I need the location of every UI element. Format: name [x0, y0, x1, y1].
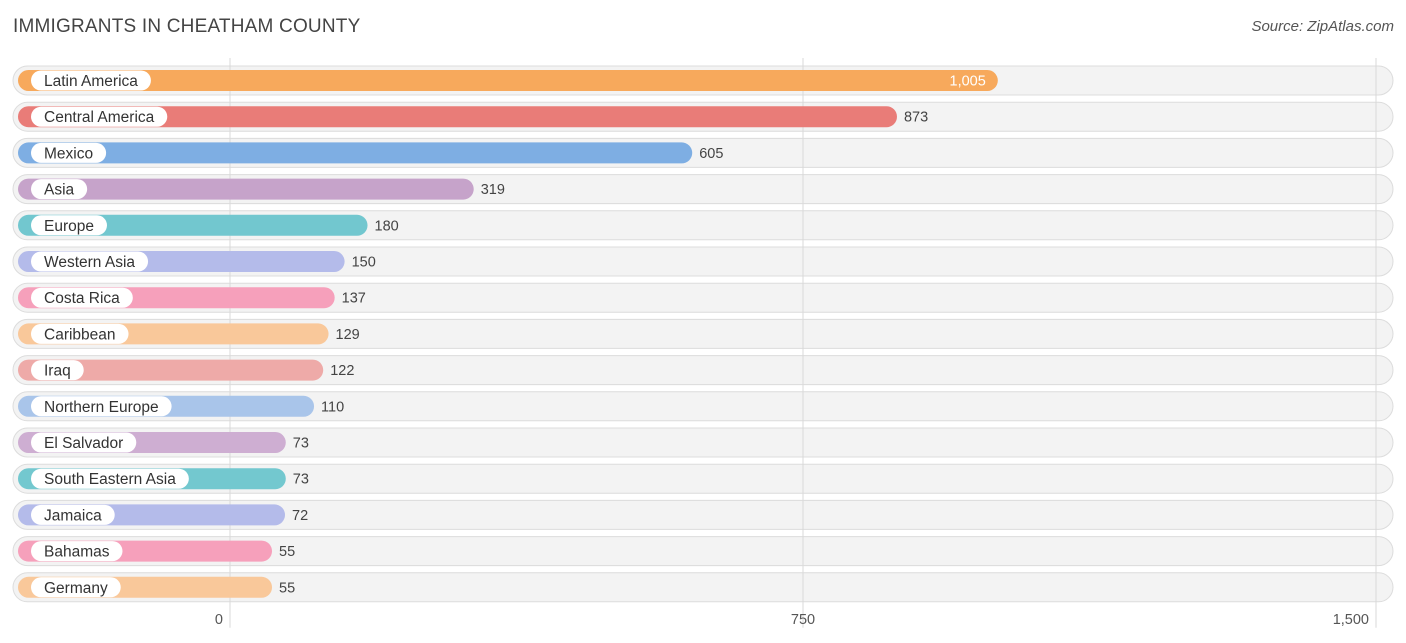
value-label: 110	[321, 399, 344, 415]
category-label-pill	[31, 287, 133, 308]
category-label-pill	[31, 360, 84, 381]
category-label-pill	[31, 70, 151, 91]
chart-source: Source: ZipAtlas.com	[1251, 18, 1394, 35]
value-label: 319	[481, 182, 505, 198]
row-background	[12, 282, 1394, 313]
value-label: 73	[293, 472, 309, 488]
category-label: Northern Europe	[44, 399, 159, 416]
bar	[18, 359, 324, 381]
category-label: South Eastern Asia	[44, 471, 176, 488]
category-label: Latin America	[44, 73, 138, 90]
x-tick-label: 750	[791, 612, 815, 628]
category-label: Europe	[44, 218, 94, 235]
category-label-pill	[31, 541, 123, 562]
value-label: 605	[699, 146, 723, 162]
row-background	[12, 427, 1394, 458]
value-label: 180	[375, 218, 399, 234]
bar	[18, 106, 897, 128]
value-label: 1,005	[950, 74, 986, 90]
value-label: 122	[330, 363, 354, 379]
row-background	[12, 536, 1394, 567]
value-label: 129	[336, 327, 360, 343]
bar	[18, 178, 474, 200]
category-label-pill	[31, 106, 168, 127]
category-label: Iraq	[44, 363, 71, 380]
value-label: 137	[342, 291, 366, 307]
category-label-pill	[31, 468, 189, 489]
category-label-pill	[31, 504, 115, 525]
row-background	[12, 246, 1394, 277]
category-label-pill	[31, 323, 129, 344]
bar	[18, 70, 998, 91]
category-label-pill	[31, 179, 88, 200]
category-label-pill	[31, 577, 121, 598]
category-label: Costa Rica	[44, 290, 120, 307]
category-label-pill	[31, 251, 149, 272]
row-background	[12, 355, 1394, 386]
row-background	[12, 499, 1394, 530]
value-label: 73	[293, 436, 309, 452]
category-label: El Salvador	[44, 435, 123, 452]
row-background	[12, 572, 1394, 603]
value-label: 72	[292, 508, 308, 524]
category-label: Asia	[44, 182, 75, 199]
row-background	[12, 318, 1394, 349]
category-label-pill	[31, 396, 172, 417]
value-label: 873	[904, 110, 928, 126]
value-label: 55	[279, 580, 295, 596]
value-label: 150	[352, 255, 376, 271]
chart-title: IMMIGRANTS IN CHEATHAM COUNTY	[13, 16, 361, 37]
row-background	[12, 463, 1394, 494]
category-label-pill	[31, 215, 107, 236]
category-label: Caribbean	[44, 326, 116, 343]
category-label: Mexico	[44, 145, 93, 162]
category-label-pill	[31, 432, 137, 453]
category-label: Germany	[44, 580, 108, 597]
bar	[18, 142, 693, 164]
category-label: Western Asia	[44, 254, 135, 271]
row-background	[12, 391, 1394, 422]
x-tick-label: 0	[215, 612, 223, 628]
category-label: Jamaica	[44, 507, 102, 524]
category-label: Central America	[44, 109, 155, 126]
category-label-pill	[31, 142, 107, 163]
x-tick-label: 1,500	[1333, 612, 1369, 628]
category-label: Bahamas	[44, 544, 110, 561]
value-label: 55	[279, 544, 295, 560]
